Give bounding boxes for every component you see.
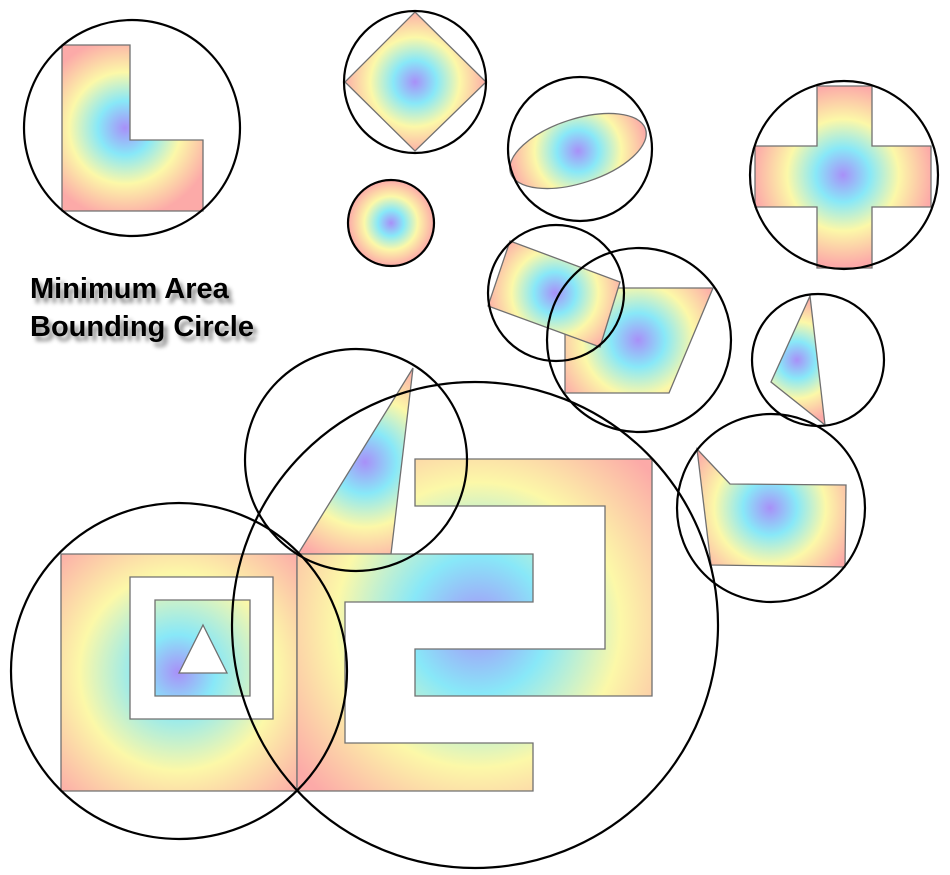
pentagon-shape — [696, 447, 847, 568]
bounding-circle-pentagon — [675, 412, 867, 604]
cross-shape — [754, 85, 932, 269]
bounding-circle-nested-squares — [9, 501, 349, 841]
small-triangle-shape — [770, 293, 826, 427]
bounding-circle-ellipse — [506, 75, 654, 223]
diagram-title: Minimum Area Bounding Circle — [30, 270, 254, 346]
maze-shape — [296, 553, 534, 792]
bounding-circle-diamond — [342, 9, 488, 155]
diamond-shape — [344, 11, 487, 152]
bounding-circle-cross — [748, 79, 940, 271]
l-shape — [61, 44, 204, 212]
nested-squares-shape — [60, 553, 298, 792]
bounding-circle-small-circle — [346, 178, 436, 268]
maze-hook-shape — [414, 458, 653, 697]
ellipse-shape — [509, 112, 647, 190]
title-line-1: Minimum Area — [30, 273, 229, 305]
bounding-circle-l-shape — [22, 18, 242, 238]
bounding-circle-parallelogram — [545, 246, 733, 434]
bounding-circle-maze — [230, 380, 720, 870]
title-line-2: Bounding Circle — [30, 311, 254, 343]
rotated-rectangle-shape — [487, 240, 621, 348]
bounding-circle-tall-triangle — [243, 347, 469, 573]
bounding-circle-rotated-rectangle — [486, 223, 626, 363]
